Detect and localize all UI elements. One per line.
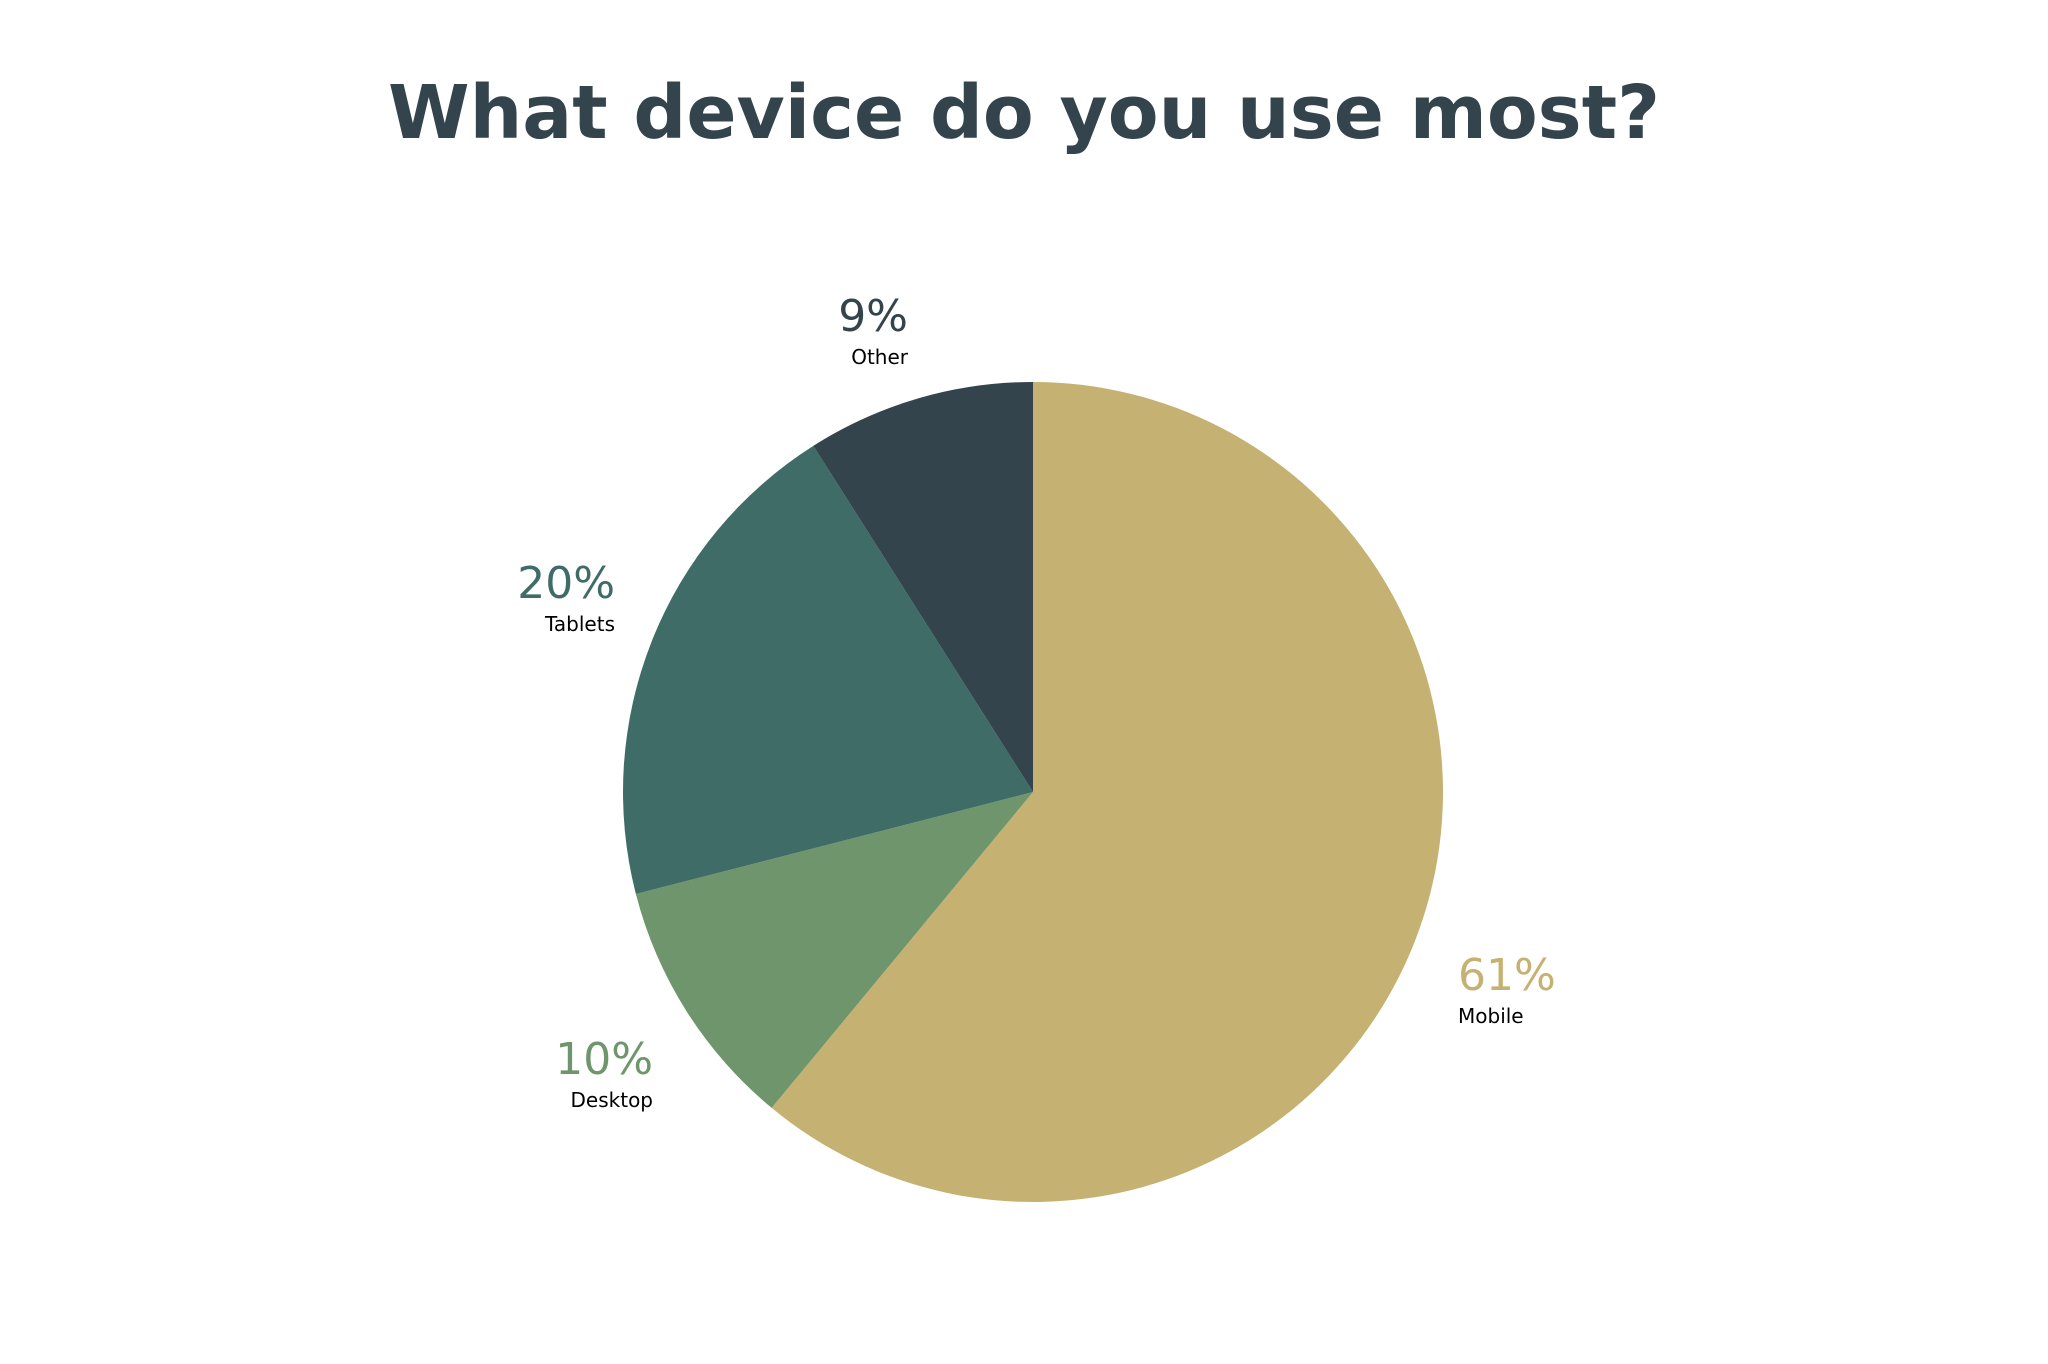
slice-label-desktop: Desktop — [571, 1088, 653, 1112]
slice-percent-tablets: 20% — [517, 558, 615, 609]
pie-slice-tablets — [623, 445, 1033, 894]
pie-slice-mobile — [771, 382, 1444, 1202]
slice-percent-mobile: 61% — [1458, 950, 1556, 1001]
slice-label-mobile: Mobile — [1458, 1004, 1524, 1028]
pie-labels: 61% Mobile 10% Desktop 20% Tablets 9% Other — [517, 291, 1556, 1112]
chart-title: What device do you use most? — [388, 70, 1660, 156]
slice-percent-other: 9% — [838, 291, 908, 342]
slice-label-tablets: Tablets — [544, 612, 615, 636]
slice-label-other: Other — [851, 345, 909, 369]
slice-percent-desktop: 10% — [555, 1034, 653, 1085]
pie-slices — [623, 382, 1444, 1202]
pie-slice-other — [813, 382, 1033, 792]
pie-slice-desktop — [635, 792, 1033, 1108]
